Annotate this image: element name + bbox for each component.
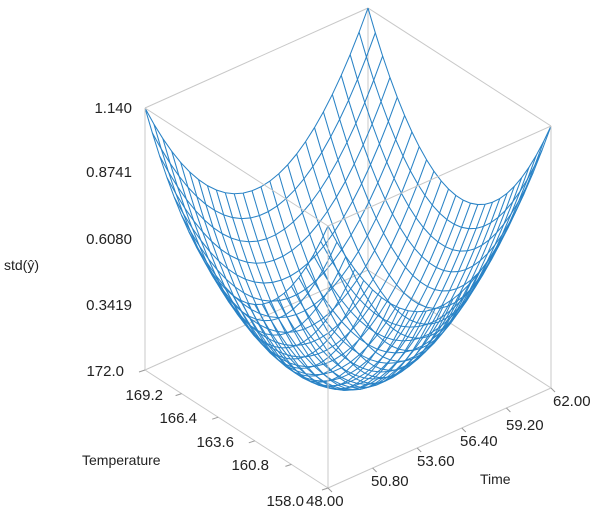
time-tick-label: 50.80 — [371, 473, 409, 490]
z-tick-label: 1.140 — [94, 100, 132, 117]
mesh-line-time — [349, 54, 534, 252]
mesh-line-temperature — [159, 55, 384, 243]
mesh-line-time — [322, 111, 507, 309]
mesh-line-temperature — [298, 177, 523, 364]
z-tick-label: 0.8741 — [86, 164, 132, 181]
mesh-line-time — [215, 189, 400, 388]
mesh-line-temperature — [261, 204, 486, 391]
mesh-line-temperature — [188, 131, 413, 319]
mesh-line-temperature — [290, 186, 515, 373]
mesh-line-time — [233, 193, 418, 391]
mesh-line-time — [331, 94, 516, 292]
temperature-axis-label: Temperature — [82, 452, 161, 468]
mesh-line-time — [278, 173, 463, 371]
bounding-box-back — [144, 7, 552, 389]
mesh-line-time — [305, 141, 490, 339]
bounding-box-front — [144, 107, 552, 489]
z-axis: 1.140 0.8741 0.6080 0.3419 std(ŷ) — [4, 100, 132, 314]
mesh-line-time — [198, 179, 382, 377]
temperature-tick-label: 158.0 — [266, 493, 304, 510]
mesh-line-time — [367, 7, 552, 206]
mesh-line-time — [189, 171, 374, 369]
mesh-line-time — [251, 190, 436, 388]
mesh-line-time — [358, 31, 543, 230]
surface-mesh — [144, 7, 552, 391]
mesh-line-time — [340, 75, 525, 273]
mesh-line-time — [162, 138, 347, 336]
temperature-tick-mark — [321, 487, 329, 491]
time-tick-mark — [506, 407, 511, 413]
time-tick-mark — [372, 467, 377, 473]
mesh-line-time — [224, 192, 409, 390]
z-axis-label: std(ŷ) — [4, 257, 39, 273]
mesh-line-time — [296, 153, 481, 352]
mesh-line-temperature — [151, 32, 376, 220]
mesh-line-time — [206, 185, 391, 383]
mesh-line-time — [153, 123, 338, 322]
time-tick-label: 53.60 — [417, 453, 455, 470]
temperature-tick-mark — [212, 416, 219, 420]
mesh-line-temperature — [144, 7, 369, 195]
time-tick-label: 48.00 — [306, 493, 344, 510]
time-axis: 48.00 50.80 53.60 56.40 59.20 62.00 Time — [306, 393, 591, 510]
mesh-line-temperature — [166, 77, 391, 264]
z-tick-label: 0.3419 — [86, 297, 132, 314]
mesh-line-time — [242, 192, 427, 391]
temperature-tick-label: 163.6 — [196, 434, 234, 451]
mesh-line-temperature — [195, 146, 420, 333]
time-tick-mark — [461, 427, 467, 433]
mesh-line-temperature — [181, 115, 406, 302]
z-tick-label: 0.6080 — [86, 231, 132, 248]
time-tick-label: 59.20 — [506, 417, 544, 434]
temperature-tick-label: 166.4 — [159, 410, 197, 427]
mesh-line-time — [180, 162, 365, 360]
time-tick-mark — [416, 447, 422, 453]
temperature-tick-label: 172.0 — [86, 363, 124, 380]
axis-tick-marks — [138, 369, 556, 493]
mesh-line-temperature — [327, 125, 552, 313]
time-tick-label: 56.40 — [460, 433, 498, 450]
mesh-line-time — [144, 107, 329, 306]
temperature-tick-mark — [285, 463, 292, 467]
mesh-line-temperature — [173, 97, 398, 284]
temperature-tick-label: 169.2 — [125, 387, 163, 404]
time-tick-mark — [550, 387, 556, 393]
time-tick-mark — [327, 487, 333, 493]
temperature-tick-mark — [175, 393, 182, 397]
temperature-axis: 172.0 169.2 166.4 163.6 160.8 158.0 Temp… — [82, 363, 304, 510]
time-axis-label: Time — [480, 471, 511, 487]
mesh-line-temperature — [247, 203, 471, 390]
temperature-tick-label: 160.8 — [231, 457, 269, 474]
temperature-tick-mark — [248, 440, 255, 444]
mesh-line-temperature — [254, 204, 479, 391]
time-tick-label: 62.00 — [553, 393, 591, 410]
mesh-line-time — [269, 180, 454, 379]
mesh-line-time — [287, 164, 472, 362]
temperature-tick-mark — [138, 369, 146, 373]
mesh-line-time — [313, 127, 498, 325]
